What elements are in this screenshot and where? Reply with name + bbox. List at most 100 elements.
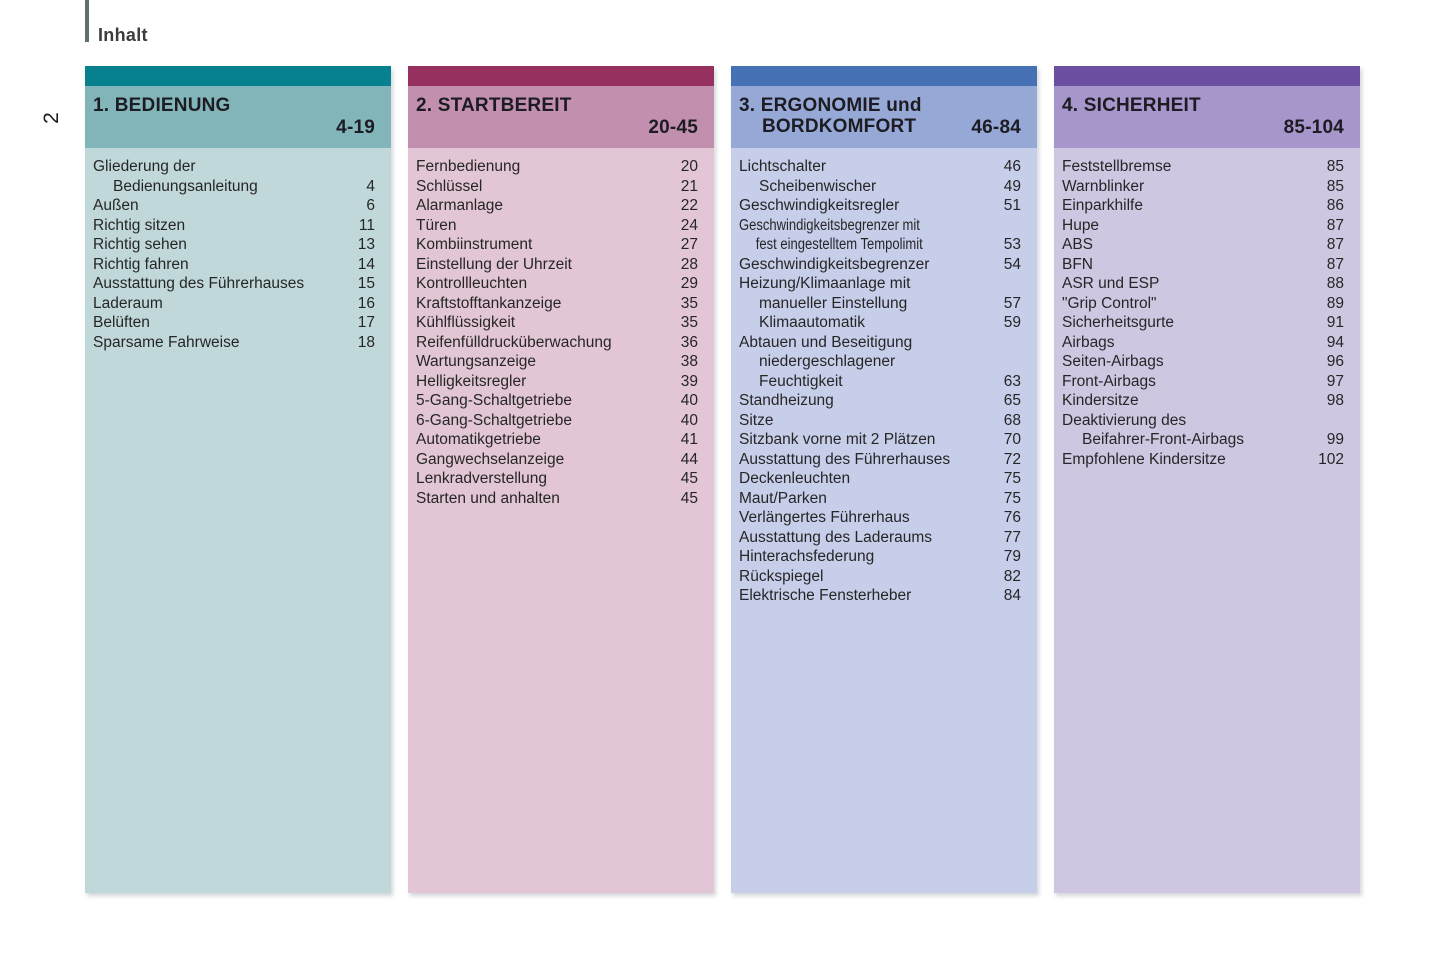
toc-entry-page: 75 (1003, 489, 1021, 507)
toc-entry-page: 65 (1003, 392, 1021, 409)
toc-entry-label: Richtig sitzen (93, 216, 186, 234)
section-header: 1. BEDIENUNG 4-19 (85, 86, 391, 148)
toc-entry: Warnblinker 85 (1062, 177, 1344, 197)
section-color-bar (1054, 66, 1360, 86)
toc-entry: Kindersitze 98 (1062, 391, 1344, 411)
section-title-line: 4. SICHERHEIT (1062, 95, 1201, 116)
section-color-bar (85, 66, 391, 86)
section-header: 2. STARTBEREIT 20-45 (408, 86, 714, 148)
toc-entry: Türen 24 (416, 216, 698, 236)
section-entries: Lichtschalter 46 Scheibenwischer 49 Gesc… (731, 148, 1037, 893)
toc-entry: Reifenfülldrucküberwachung 36 (416, 333, 698, 353)
toc-entry: Geschwindigkeitsbegrenzer 54 (739, 255, 1021, 275)
toc-entry-label: Türen (416, 216, 457, 234)
toc-entry-page: 35 (680, 294, 698, 312)
toc-entry-page: 59 (1003, 314, 1021, 331)
toc-entry: Gliederung der (93, 157, 375, 177)
toc-entry: Sparsame Fahrweise 18 (93, 333, 375, 353)
toc-entry-label: Deckenleuchten (739, 470, 851, 487)
toc-entry-label: Alarmanlage (416, 197, 504, 214)
toc-entry-label: Automatikgetriebe (416, 431, 541, 448)
toc-entry-label: 6-Gang-Schaltgetriebe (416, 411, 572, 429)
section-entries: Fernbedienung 20 Schlüssel 21 Alarmanlag… (408, 148, 714, 893)
toc-entry: Fernbedienung 20 (416, 157, 698, 177)
toc-entry-page: 102 (1318, 450, 1344, 468)
toc-entry-page: 6 (366, 197, 375, 214)
section-title-line: 3. ERGONOMIE und (739, 95, 922, 116)
toc-entry-page: 4 (366, 177, 375, 195)
toc-entry: Belüften 17 (93, 313, 375, 333)
toc-entry-page: 18 (357, 333, 375, 351)
toc-entry: Einstellung der Uhrzeit 28 (416, 255, 698, 275)
toc-entry-page: 82 (1003, 567, 1021, 585)
toc-entry-label: Airbags (1062, 333, 1115, 351)
toc-entry-page: 88 (1326, 275, 1344, 292)
toc-entry-label: Einparkhilfe (1062, 197, 1143, 214)
toc-entry-label: Scheibenwischer (759, 177, 877, 195)
toc-entry-label: Ausstattung des Laderaums (739, 528, 933, 546)
toc-entry-page: 49 (1003, 177, 1021, 195)
toc-entry-page: 40 (680, 392, 698, 409)
toc-entry: Beifahrer-Front-Airbags 99 (1062, 430, 1344, 450)
toc-entry: Richtig sehen 13 (93, 235, 375, 255)
toc-entry-page: 85 (1326, 158, 1344, 175)
toc-entry-page: 22 (680, 197, 698, 214)
toc-entry-label: Kontrollleuchten (416, 275, 528, 292)
toc-entry: Sitze 68 (739, 411, 1021, 431)
toc-entry-page: 14 (357, 255, 375, 273)
toc-entry: Airbags 94 (1062, 333, 1344, 353)
toc-entry-page: 87 (1326, 255, 1344, 273)
toc-entry-page: 44 (680, 450, 698, 468)
toc-entry-label: Laderaum (93, 294, 163, 312)
section-color-bar (731, 66, 1037, 86)
toc-entry: Helligkeitsregler 39 (416, 372, 698, 392)
toc-entry: Lichtschalter 46 (739, 157, 1021, 177)
toc-entry-page: 75 (1003, 470, 1021, 487)
section-title: 2. STARTBEREIT (416, 95, 698, 116)
toc-entry: Gangwechselanzeige 44 (416, 450, 698, 470)
toc-entry: Scheibenwischer 49 (739, 177, 1021, 197)
toc-entry-label: Kraftstofftankanzeige (416, 294, 562, 312)
toc-entry-page: 85 (1326, 177, 1344, 195)
toc-entry-label: Sitzbank vorne mit 2 Plätzen (739, 431, 936, 448)
toc-entry: Seiten-Airbags 96 (1062, 352, 1344, 372)
toc-entry-label: niedergeschlagener (759, 353, 896, 370)
toc-entry: Abtauen und Beseitigung (739, 333, 1021, 353)
toc-entry-page: 72 (1003, 450, 1021, 468)
toc-entry-label: Hupe (1062, 216, 1100, 234)
toc-entry: Außen 6 (93, 196, 375, 216)
toc-entry-page: 84 (1003, 587, 1021, 604)
toc-entry: Kontrollleuchten 29 (416, 274, 698, 294)
toc-entry: Ausstattung des Laderaums 77 (739, 528, 1021, 548)
toc-entry: Kombiinstrument 27 (416, 235, 698, 255)
toc-entry-page: 36 (680, 333, 698, 351)
toc-entry: Wartungsanzeige 38 (416, 352, 698, 372)
toc-entry: manueller Einstellung 57 (739, 294, 1021, 314)
toc-entry: Klimaautomatik 59 (739, 313, 1021, 333)
toc-entry-label: Klimaautomatik (759, 314, 865, 331)
toc-entry: Kühlflüssigkeit 35 (416, 313, 698, 333)
toc-entry-page: 89 (1326, 294, 1344, 312)
section-title: 4. SICHERHEIT (1062, 95, 1344, 116)
toc-entry-label: Empfohlene Kindersitze (1062, 450, 1226, 468)
toc-entry: Hinterachsfederung 79 (739, 547, 1021, 567)
toc-entry: Sitzbank vorne mit 2 Plätzen 70 (739, 430, 1021, 450)
toc-entry-page: 76 (1003, 509, 1021, 526)
toc-entry-page: 24 (680, 216, 698, 234)
section-page-range: 85-104 (1283, 117, 1344, 138)
toc-entry: Laderaum 16 (93, 294, 375, 314)
toc-entry-page: 97 (1326, 372, 1344, 390)
toc-entry-label: Kindersitze (1062, 392, 1139, 409)
toc-entry-label: Rückspiegel (739, 567, 824, 585)
toc-entry: Heizung/Klimaanlage mit (739, 274, 1021, 294)
toc-entry-page: 29 (680, 275, 698, 292)
toc-entry: BFN 87 (1062, 255, 1344, 275)
toc-entry: Lenkradverstellung 45 (416, 469, 698, 489)
toc-entry-label: Deaktivierung des (1062, 411, 1187, 429)
section-header: 4. SICHERHEIT 85-104 (1054, 86, 1360, 148)
toc-entry-page: 11 (358, 216, 375, 234)
section-entries: Feststellbremse 85 Warnblinker 85 Einpar… (1054, 148, 1360, 893)
toc-entry-page: 96 (1326, 353, 1344, 370)
toc-entry-page: 21 (680, 177, 698, 195)
toc-entry-label: Sitze (739, 411, 774, 429)
